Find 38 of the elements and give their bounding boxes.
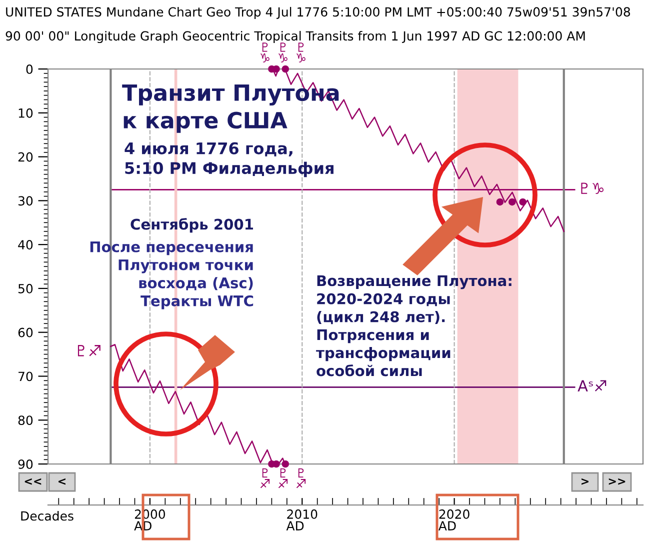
y-tick-label: 20: [18, 152, 33, 162]
ref-line-label: ♇♑: [581, 182, 604, 194]
chart-subtitle: 90 00' 00" Longitude Graph Geocentric Tropical Transits from 1 Jun 1997 AD GC 12:00:00 AM: [6, 30, 585, 44]
y-tick-label: 40: [18, 240, 33, 250]
text: ♇ ♑: [260, 42, 270, 62]
text: ♇ ♐: [296, 468, 306, 488]
y-tick-label: 10: [18, 108, 33, 118]
point: [508, 198, 516, 206]
y-tick-label: 70: [18, 372, 33, 382]
point: [519, 198, 526, 206]
point: [496, 198, 504, 206]
text: ♇ ♐: [278, 468, 288, 488]
point: [272, 65, 280, 73]
y-tick-label: 60: [18, 328, 33, 338]
y-tick-label: 30: [18, 196, 33, 206]
text: ♇ ♐: [260, 468, 270, 488]
annotation: Возвращение Плутона: 2020-2024 годы (цикл 248 лет). Потрясения и трансформации особой силы: [316, 275, 512, 376]
point: [272, 460, 280, 468]
y-tick-label: 50: [18, 284, 33, 294]
y-tick-label: 0: [26, 64, 33, 74]
y-tick-label: 80: [18, 416, 33, 426]
text: ♇ ♑: [296, 42, 306, 62]
ref-line-label: Aˢ♐: [578, 380, 606, 392]
x-tick-label: 2010 AD: [286, 509, 318, 530]
text: <<: [24, 478, 42, 485]
text: ♇ ♑: [278, 42, 288, 62]
text: >: [582, 478, 588, 485]
y-tick-label: 90: [18, 459, 33, 469]
annotation: ♇♐: [78, 345, 100, 356]
point: [282, 65, 290, 73]
annotation: Сентябрь 2001: [130, 218, 253, 233]
chart-title: UNITED STATES Mundane Chart Geo Trop 4 Jul 1776 5:10:00 PM LMT +05:00:40 75w09'51 39n57'08: [6, 6, 630, 20]
annotation: 4 июля 1776 года, 5:10 PM Филадельфия: [124, 142, 334, 178]
point: [282, 460, 290, 468]
text: >>: [608, 478, 626, 485]
text: <: [58, 478, 66, 485]
x-axis-title: Decades: [21, 511, 74, 521]
x-tick-label: 2020 AD: [438, 509, 470, 530]
